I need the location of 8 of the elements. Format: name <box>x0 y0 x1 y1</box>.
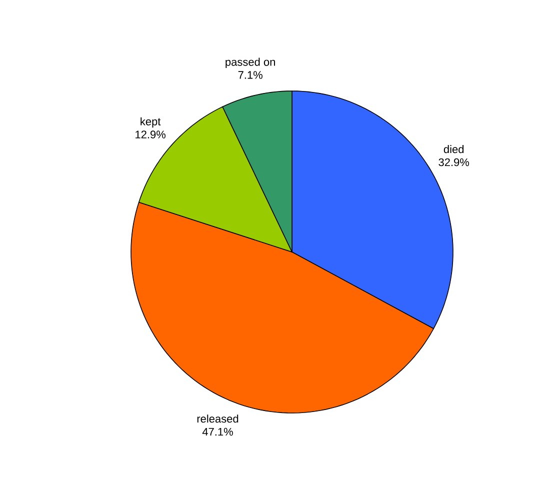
data-label: 32.9% <box>438 158 470 166</box>
data-label: 12.9% <box>136 130 166 138</box>
data-label: 47.1% <box>202 428 233 436</box>
slice-label: passed on <box>226 58 275 68</box>
slice-label: died <box>444 145 464 154</box>
slice-label: kept <box>140 117 161 128</box>
data-label: 7.1% <box>238 71 262 79</box>
slice-label: released <box>197 414 238 423</box>
